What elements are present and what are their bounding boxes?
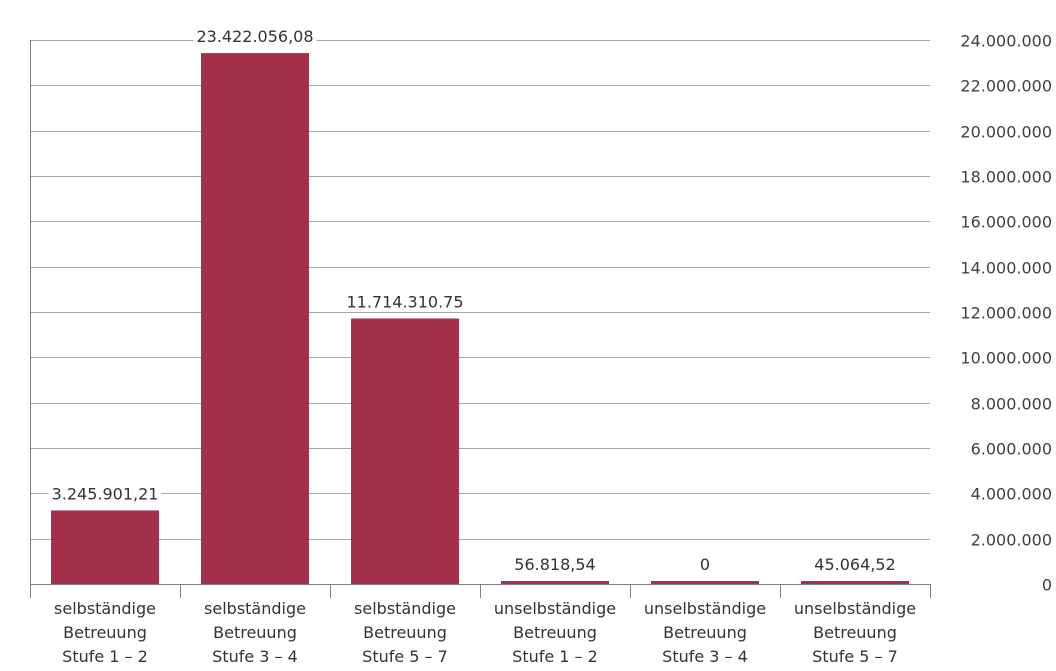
data-label: 3.245.901,21 bbox=[52, 484, 159, 503]
data-label-background bbox=[696, 555, 714, 574]
y-tick-label: 6.000.000 bbox=[971, 440, 1052, 459]
data-label: 23.422.056,08 bbox=[196, 27, 313, 46]
category-label: unselbständige bbox=[644, 599, 766, 618]
category-label: Betreuung bbox=[663, 623, 747, 642]
category-label: unselbständige bbox=[494, 599, 616, 618]
data-label-background bbox=[343, 292, 467, 312]
y-tick-label: 12.000.000 bbox=[960, 304, 1052, 323]
category-label: Stufe 1 – 2 bbox=[512, 647, 598, 666]
data-labels: 3.245.901,21 23.422.056,08 11.714.310.75 56… bbox=[48, 27, 899, 574]
data-label: 56.818,54 bbox=[514, 555, 595, 574]
category-label: selbständige bbox=[54, 599, 156, 618]
bar bbox=[651, 581, 759, 584]
y-tick-label: 22.000.000 bbox=[960, 77, 1052, 96]
y-tick-label: 8.000.000 bbox=[971, 395, 1052, 414]
data-label-background bbox=[511, 555, 599, 574]
y-tick-label: 14.000.000 bbox=[960, 259, 1052, 278]
data-label-background bbox=[48, 484, 162, 504]
y-tick-label: 10.000.000 bbox=[960, 349, 1052, 368]
data-label: 0 bbox=[700, 555, 710, 574]
bar bbox=[51, 510, 159, 584]
bar bbox=[801, 581, 909, 584]
category-labels: selbständige Betreuung Stufe 1 – 2 selbstän… bbox=[54, 599, 916, 666]
category-label: Stufe 5 – 7 bbox=[812, 647, 898, 666]
bars bbox=[51, 53, 909, 585]
category-label: selbständige bbox=[204, 599, 306, 618]
category-label: Betreuung bbox=[513, 623, 597, 642]
data-label: 11.714.310.75 bbox=[346, 292, 463, 311]
y-tick-label: 24.000.000 bbox=[960, 32, 1052, 51]
category-label: Betreuung bbox=[63, 623, 147, 642]
bar bbox=[351, 318, 459, 584]
category-label: Betreuung bbox=[213, 623, 297, 642]
y-tick-label: 4.000.000 bbox=[971, 485, 1052, 504]
y-tick-label: 20.000.000 bbox=[960, 123, 1052, 142]
category-label: Stufe 1 – 2 bbox=[62, 647, 148, 666]
category-label: Stufe 3 – 4 bbox=[212, 647, 298, 666]
y-tick-label: 18.000.000 bbox=[960, 168, 1052, 187]
data-label-background bbox=[811, 555, 899, 574]
data-label: 45.064,52 bbox=[814, 555, 895, 574]
category-label: Stufe 5 – 7 bbox=[362, 647, 448, 666]
y-tick-labels: 0 2.000.000 4.000.000 6.000.000 8.000.000 10.… bbox=[960, 32, 1052, 595]
category-label: selbständige bbox=[354, 599, 456, 618]
bar bbox=[201, 53, 309, 585]
gridlines bbox=[30, 40, 930, 540]
y-tick-label: 0 bbox=[1042, 576, 1052, 595]
data-label-background bbox=[193, 27, 317, 47]
bar bbox=[501, 581, 609, 584]
category-label: Betreuung bbox=[813, 623, 897, 642]
y-tick-label: 2.000.000 bbox=[971, 531, 1052, 550]
category-label: Stufe 3 – 4 bbox=[662, 647, 748, 666]
axes bbox=[30, 40, 931, 598]
category-label: unselbständige bbox=[794, 599, 916, 618]
y-tick-label: 16.000.000 bbox=[960, 213, 1052, 232]
category-label: Betreuung bbox=[363, 623, 447, 642]
